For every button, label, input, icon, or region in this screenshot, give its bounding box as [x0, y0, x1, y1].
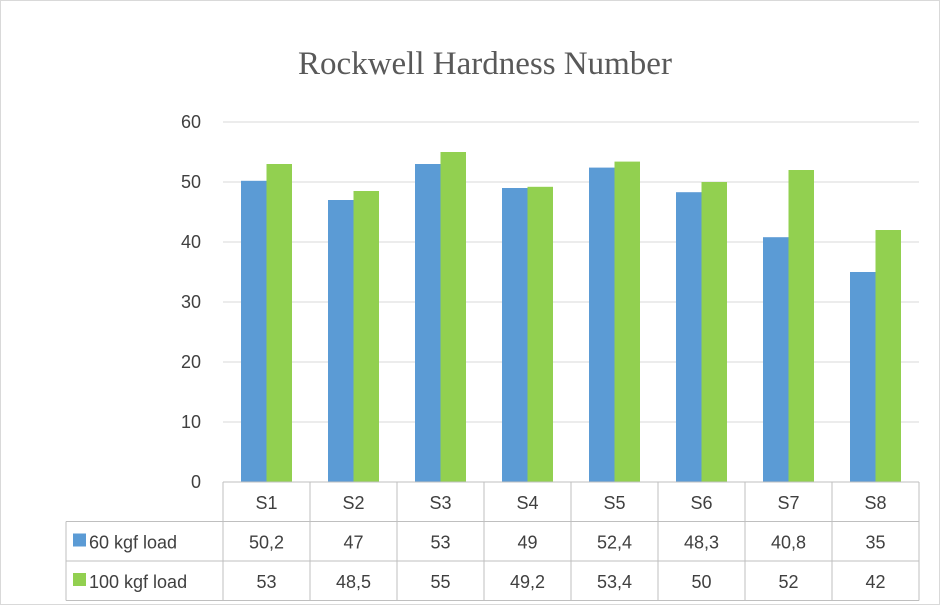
table-value: 40,8: [771, 533, 806, 553]
x-category-label: S1: [255, 493, 277, 513]
table-value: 55: [430, 572, 450, 592]
bar-series1: [502, 188, 528, 482]
y-tick-label: 60: [181, 112, 201, 132]
bar-series1: [328, 200, 354, 482]
x-category-label: S3: [429, 493, 451, 513]
legend-label: 60 kgf load: [89, 533, 177, 553]
x-category-label: S6: [690, 493, 712, 513]
y-tick-label: 30: [181, 292, 201, 312]
bar-series1: [850, 272, 876, 482]
table-value: 47: [343, 533, 363, 553]
bar-series2: [614, 161, 640, 482]
chart-title: Rockwell Hardness Number: [298, 46, 672, 82]
table-value: 49: [517, 533, 537, 553]
table-value: 35: [865, 533, 885, 553]
bars: [241, 152, 901, 483]
x-category-label: S5: [603, 493, 625, 513]
bar-series2: [527, 186, 553, 483]
table-value: 50,2: [249, 533, 284, 553]
table-value: 52,4: [597, 533, 632, 553]
y-tick-label: 0: [191, 472, 201, 492]
bar-series2: [701, 182, 727, 482]
bar-series1: [763, 237, 789, 482]
y-tick-label: 20: [181, 352, 201, 372]
y-tick-label: 40: [181, 232, 201, 252]
y-tick-label: 10: [181, 412, 201, 432]
y-axis-tick-labels: 0 10 20 30 40 50 60: [181, 112, 201, 492]
bar-series2: [875, 230, 901, 482]
y-tick-label: 50: [181, 172, 201, 192]
bar-series2: [788, 170, 814, 482]
table-value: 53,4: [597, 572, 632, 592]
gridlines: [223, 121, 919, 423]
bar-series1: [415, 164, 441, 482]
table-value: 49,2: [510, 572, 545, 592]
legend-label: 100 kgf load: [89, 572, 187, 592]
x-category-label: S2: [342, 493, 364, 513]
data-table: S1 S2 S3 S4 S5 S6 S7 S8 60 kgf load 50,2 47 53 49 52,…: [65, 481, 920, 601]
table-value: 50: [691, 572, 711, 592]
bar-series1: [241, 180, 267, 483]
bar-series2: [353, 191, 379, 482]
table-value: 53: [430, 533, 450, 553]
bar-series2: [266, 164, 292, 482]
bar-series1: [676, 192, 702, 482]
legend-key-series1: [73, 533, 86, 547]
x-category-label: S4: [516, 493, 538, 513]
bar-series2: [440, 152, 466, 482]
table-value: 53: [256, 572, 276, 592]
table-value: 52: [778, 572, 798, 592]
table-value: 48,3: [684, 533, 719, 553]
legend-key-series2: [73, 573, 86, 586]
x-category-label: S8: [864, 493, 886, 513]
bar-series1: [589, 167, 615, 482]
table-value: 42: [865, 572, 885, 592]
x-category-label: S7: [777, 493, 799, 513]
table-value: 48,5: [336, 572, 371, 592]
